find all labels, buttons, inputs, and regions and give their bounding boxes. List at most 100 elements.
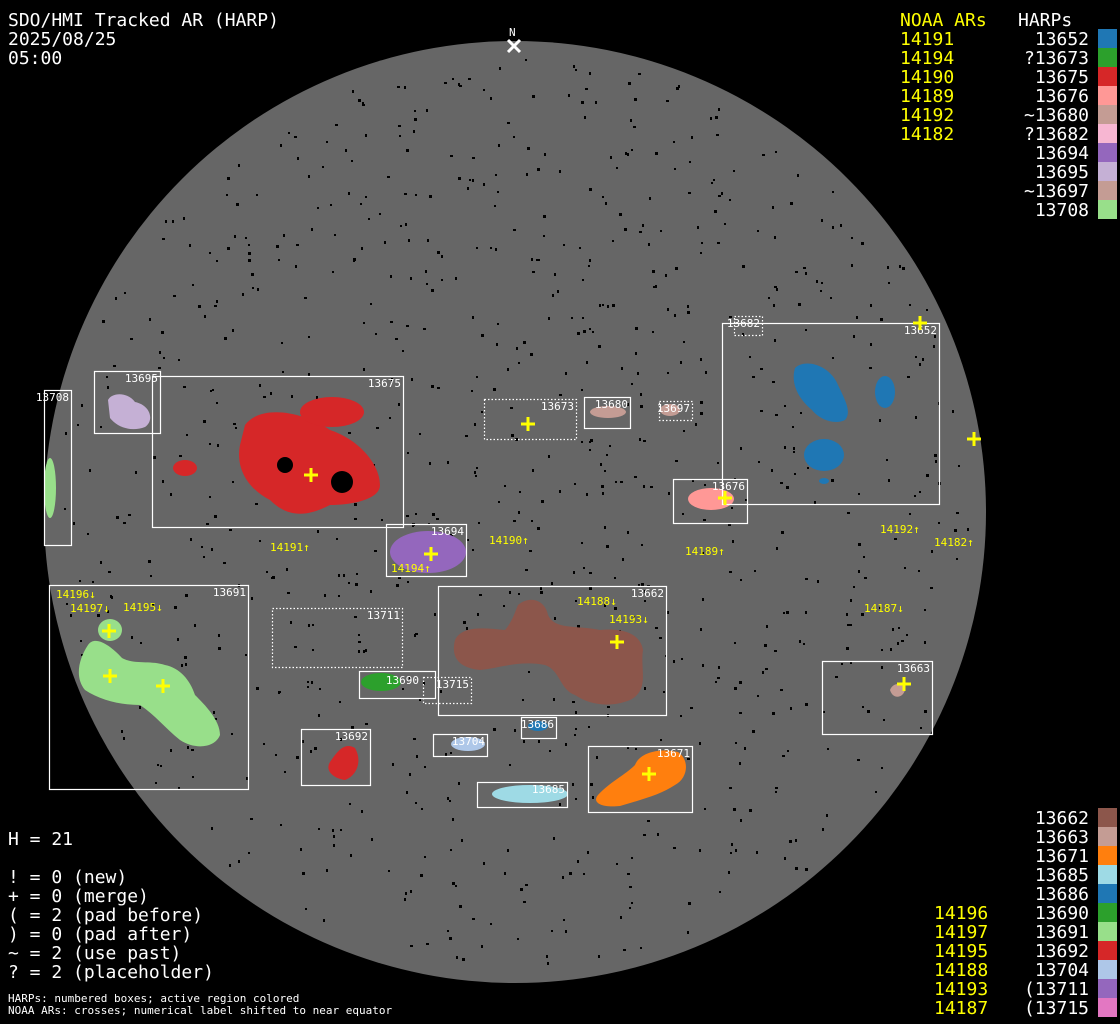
speck xyxy=(681,658,683,660)
speck xyxy=(710,117,712,120)
speck xyxy=(717,242,720,244)
speck xyxy=(760,368,763,370)
harp-box-13663[interactable] xyxy=(821,660,934,736)
speck xyxy=(80,640,82,642)
speck xyxy=(335,124,338,126)
speck xyxy=(413,130,415,133)
harp-box-13680[interactable] xyxy=(583,396,632,430)
speck xyxy=(934,454,937,457)
speck xyxy=(107,610,109,613)
speck xyxy=(165,220,167,223)
legend-harp: 13686 xyxy=(1035,884,1089,905)
speck xyxy=(821,282,823,284)
speck xyxy=(410,945,413,947)
legend-row: 14193 (13711 xyxy=(934,979,1117,1000)
speck xyxy=(660,739,662,741)
harp-box-13692[interactable] xyxy=(300,728,372,787)
speck xyxy=(229,864,231,867)
harp-box-label: 13673 xyxy=(541,400,574,413)
speck xyxy=(540,587,542,590)
speck xyxy=(909,513,911,515)
speck xyxy=(162,238,165,240)
speck xyxy=(716,134,719,136)
speck xyxy=(467,187,469,190)
speck xyxy=(612,240,614,242)
speck xyxy=(627,153,629,156)
speck xyxy=(481,945,483,948)
speck xyxy=(397,86,400,88)
harp-box-13671[interactable] xyxy=(587,745,694,814)
speck xyxy=(586,361,588,364)
speck xyxy=(563,244,565,246)
speck xyxy=(124,292,126,294)
harp-box-13694[interactable] xyxy=(385,523,468,578)
harp-box-13673[interactable] xyxy=(483,398,578,441)
legend-harp: ?13673 xyxy=(1024,48,1089,69)
speck xyxy=(248,852,250,854)
harp-box-13662[interactable] xyxy=(437,585,668,717)
harp-box-13685[interactable] xyxy=(476,781,569,809)
speck xyxy=(363,650,365,653)
speck xyxy=(198,305,201,308)
speck xyxy=(507,849,509,852)
speck xyxy=(575,798,577,800)
harp-box-13686[interactable] xyxy=(520,716,558,740)
harp-box-13652[interactable] xyxy=(721,322,941,506)
harp-box-13695[interactable] xyxy=(93,370,162,435)
harp-box-13691[interactable] xyxy=(48,584,250,791)
legend-swatch xyxy=(1098,48,1117,67)
speck xyxy=(665,274,667,277)
speck xyxy=(731,843,733,846)
speck xyxy=(584,116,586,119)
legend-swatch xyxy=(1098,200,1117,219)
speck xyxy=(841,663,843,665)
speck xyxy=(275,754,277,756)
harp-box-label: 13690 xyxy=(386,674,419,687)
harp-box-13675[interactable] xyxy=(151,375,405,529)
legend-harp: (13711 xyxy=(1024,979,1089,1000)
speck xyxy=(370,590,372,593)
noaa-label: 14189↑ xyxy=(685,545,725,558)
speck xyxy=(204,315,206,318)
legend-row: 14195 13692 xyxy=(934,941,1117,962)
region-13685 xyxy=(492,785,568,803)
harp-box-13676[interactable] xyxy=(672,478,749,525)
harp-box-13715[interactable] xyxy=(422,676,473,705)
speck xyxy=(216,260,218,262)
speck xyxy=(638,73,641,75)
speck xyxy=(455,885,457,887)
speck xyxy=(781,531,784,534)
speck xyxy=(609,445,611,447)
speck xyxy=(832,357,834,359)
speck xyxy=(634,476,637,478)
speck xyxy=(581,101,584,104)
speck xyxy=(415,513,417,515)
speck xyxy=(290,621,292,624)
region-13663 xyxy=(890,684,905,697)
speck xyxy=(160,765,162,767)
speck xyxy=(362,104,365,106)
speck xyxy=(411,378,413,381)
speck xyxy=(349,803,351,805)
speck xyxy=(251,273,254,276)
legend-row: ~13697 xyxy=(1024,181,1117,202)
speck xyxy=(481,411,483,413)
harp-box-13682[interactable] xyxy=(733,315,764,337)
harp-box-13690[interactable] xyxy=(358,670,437,700)
legend-harp: 13675 xyxy=(1035,67,1089,88)
speck xyxy=(412,524,414,527)
harp-box-13704[interactable] xyxy=(432,733,489,758)
harp-box-13708[interactable] xyxy=(43,389,73,547)
speck xyxy=(398,125,401,127)
speck xyxy=(283,234,285,237)
speck xyxy=(223,562,226,564)
speck xyxy=(902,267,905,270)
speck xyxy=(907,376,910,378)
speck xyxy=(322,166,324,168)
speck xyxy=(589,572,592,574)
harp-box-13697[interactable] xyxy=(658,400,694,422)
speck xyxy=(301,740,304,743)
speck xyxy=(365,196,367,198)
noaa-crosses xyxy=(102,316,981,781)
speck xyxy=(700,358,702,361)
